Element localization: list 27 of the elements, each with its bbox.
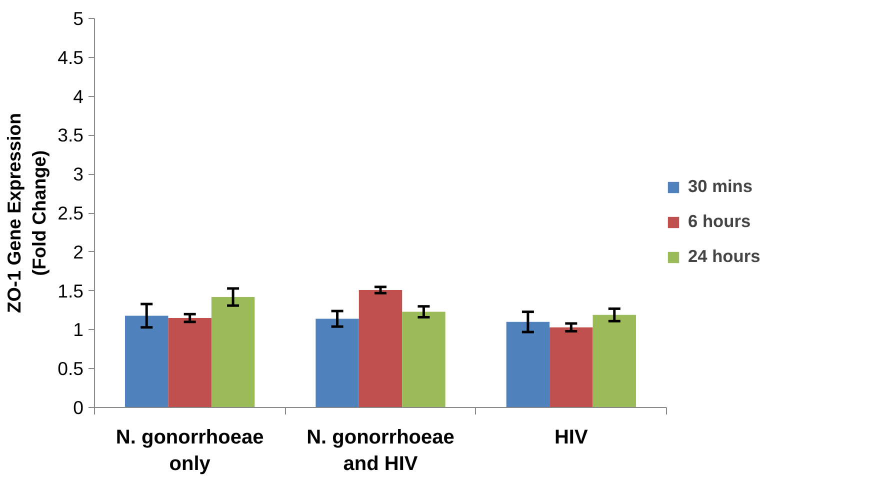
legend-label: 6 hours <box>688 211 751 232</box>
bar <box>506 322 550 408</box>
bar <box>592 314 636 408</box>
y-tick-label: 3.5 <box>58 124 84 146</box>
y-tick-label: 2.5 <box>58 202 84 224</box>
bar <box>402 312 446 408</box>
bar <box>550 327 593 408</box>
x-tick-label: N. gonorrhoeae and HIV <box>306 426 454 475</box>
bar <box>168 318 212 408</box>
y-tick-label: 3 <box>73 164 84 185</box>
x-tick-label: N. gonorrhoeae only <box>116 426 264 475</box>
y-tick-label: 0 <box>73 397 84 418</box>
y-tick-label: 0.5 <box>58 358 84 380</box>
x-tick-label: HIV <box>554 426 588 448</box>
y-tick-label: 2 <box>73 241 84 262</box>
legend-label: 30 mins <box>688 176 753 197</box>
bar <box>125 316 168 408</box>
y-tick-label: 4 <box>73 86 84 107</box>
y-tick-label: 1.5 <box>58 280 84 302</box>
y-tick-label: 4.5 <box>58 46 84 68</box>
y-tick-label: 5 <box>73 8 84 29</box>
y-axis-title: ZO-1 Gene Expression (Fold Change) <box>3 112 50 314</box>
legend-label: 24 hours <box>688 246 760 267</box>
bar <box>358 290 402 408</box>
y-tick-label: 1 <box>73 319 84 340</box>
bar <box>316 318 359 408</box>
bar <box>211 297 255 408</box>
